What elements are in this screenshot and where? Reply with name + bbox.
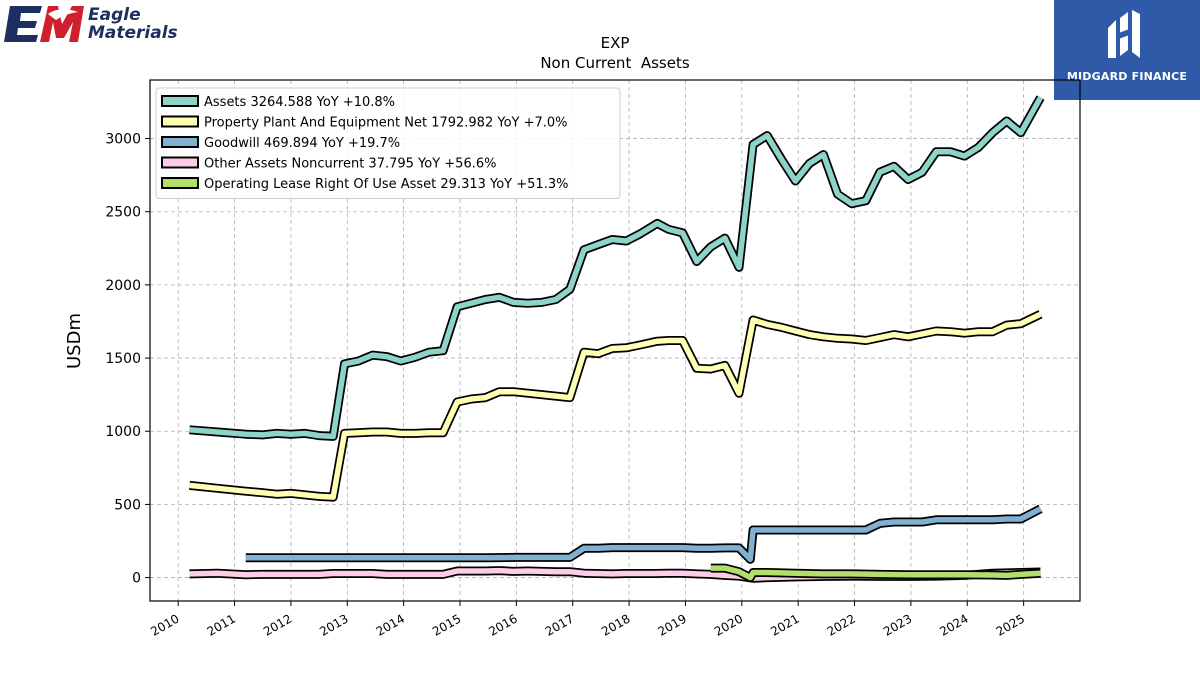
x-tick-label-12: 2022 [825,611,858,638]
legend-swatch-2 [161,136,199,148]
x-tick-label-9: 2019 [656,611,689,638]
series-line-4 [710,565,1041,581]
series-layer [189,95,1045,583]
x-tick-label-15: 2025 [994,611,1027,638]
legend-swatch-0 [161,95,199,107]
chart-title: EXP [601,34,630,52]
eagle-materials-logo: Eagle Materials [4,4,179,46]
midgard-finance-logo: MIDGARD FINANCE [1054,0,1200,100]
legend-box [155,87,621,199]
x-tick-label-5: 2015 [430,611,463,638]
y-tick-label-4: 2000 [105,278,141,294]
legend-label-3: Other Assets Noncurrent 37.795 YoY +56.6… [204,157,496,172]
series-line-1 [189,311,1042,500]
x-axis: 2010 2011 2012 2013 2014 2015 2016 2017 2018 2019… [148,601,1027,639]
series-line-2 [245,506,1042,563]
x-tick-label-10: 2020 [712,611,745,638]
midgard-emblem-icon [1108,10,1140,58]
eagle-logo-icon [4,6,84,42]
x-tick-label-1: 2011 [205,611,238,638]
chart-subtitle: Non Current Assets [540,54,690,72]
x-tick-label-14: 2024 [937,611,970,638]
x-tick-label-7: 2017 [543,611,576,638]
y-tick-label-3: 1500 [105,351,141,367]
legend-label-1: Property Plant And Equipment Net 1792.98… [204,116,568,131]
y-axis-label: USDm [64,313,85,369]
series-outline-1 [189,310,1043,502]
legend-label-0: Assets 3264.588 YoY +10.8% [204,95,395,110]
plot-frame [149,79,1081,602]
y-tick-label-1: 500 [114,497,141,513]
legend-label-4: Operating Lease Right Of Use Asset 29.31… [204,177,568,192]
x-tick-label-4: 2014 [374,611,407,638]
legend-swatch-3 [161,156,199,169]
x-tick-label-3: 2013 [317,611,350,638]
series-outline-2 [245,504,1043,564]
y-axis: 0 500 1000 1500 2000 2500 3000 [105,132,150,587]
y-tick-label-0: 0 [132,571,141,587]
y-tick-label-5: 2500 [105,205,141,221]
y-tick-label-6: 3000 [105,132,141,148]
y-tick-label-2: 1000 [105,424,141,440]
x-tick-label-13: 2023 [881,611,914,638]
brand-name: MIDGARD FINANCE [1066,70,1188,83]
x-tick-label-8: 2018 [599,611,632,638]
logo-text-line2: Materials [88,23,178,43]
legend-swatch-1 [161,115,199,128]
legend-label-2: Goodwill 469.894 YoY +19.7% [204,136,400,151]
x-tick-label-11: 2021 [768,611,801,638]
x-tick-label-0: 2010 [148,611,181,638]
legend: Assets 3264.588 YoY +10.8% Property Plant… [155,87,621,199]
x-tick-label-6: 2016 [486,611,519,638]
legend-swatch-4 [161,177,199,189]
x-tick-label-2: 2012 [261,611,294,638]
logo-text-line1: Eagle [88,5,141,25]
series-line-0 [189,96,1043,440]
